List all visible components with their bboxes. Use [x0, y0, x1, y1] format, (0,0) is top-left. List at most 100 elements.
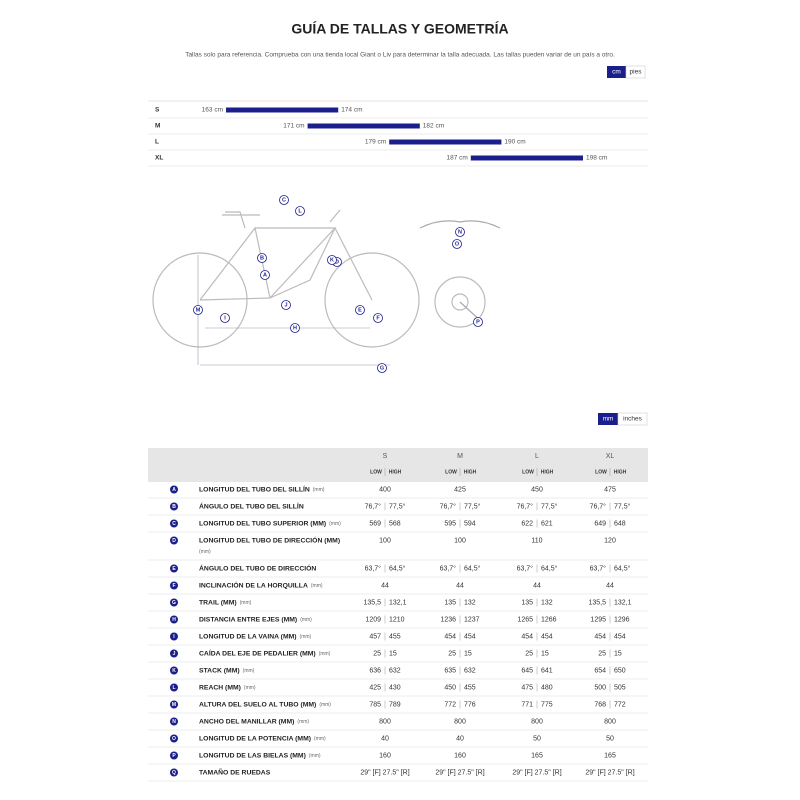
- row-unit: (mm): [300, 617, 312, 623]
- size-column: S: [383, 453, 388, 460]
- cell-high: 505: [614, 684, 626, 691]
- row-unit: (mm): [313, 487, 325, 493]
- row-name: LONGITUD DEL TUBO DEL SILLÍN: [199, 484, 310, 493]
- low-label: LOW: [370, 469, 382, 475]
- cell-low: 500: [594, 684, 606, 691]
- cell-high: 455: [464, 684, 476, 691]
- row-unit: (mm): [311, 583, 323, 589]
- cell-high: 594: [464, 520, 476, 527]
- cell: 425: [454, 486, 466, 493]
- cell-low: 569: [369, 520, 381, 527]
- unit-option[interactable]: mm: [603, 416, 614, 423]
- row-letter: G: [172, 600, 176, 606]
- row-name: CAÍDA DEL EJE DE PEDALIER (MM): [199, 648, 316, 657]
- cell: 50: [606, 735, 614, 742]
- cell: 160: [454, 752, 466, 759]
- unit-option[interactable]: cm: [612, 69, 621, 76]
- cell-high: 430: [389, 684, 401, 691]
- cell-high: 15: [464, 650, 472, 657]
- diagram-letter: D: [335, 259, 339, 265]
- cell: 29" [F] 27.5" [R]: [360, 769, 409, 776]
- cell: 44: [381, 582, 389, 589]
- diagram-letter: K: [330, 257, 334, 263]
- size-column: XL: [606, 453, 615, 460]
- diagram-marker: [260, 270, 270, 280]
- cell-low: 649: [594, 520, 606, 527]
- cell-low: 1236: [440, 616, 456, 623]
- cell: 100: [454, 537, 466, 544]
- cell: 450: [531, 486, 543, 493]
- size-range-bar: [470, 155, 583, 161]
- unit-option[interactable]: pies: [630, 69, 643, 76]
- cell: 29" [F] 27.5" [R]: [435, 769, 484, 776]
- row-badge: [170, 734, 178, 743]
- cell-low: 76,7°: [365, 502, 382, 510]
- unit-toggle-active[interactable]: [598, 413, 618, 425]
- cell-high: 15: [614, 650, 622, 657]
- cell-high: 77,5°: [614, 502, 631, 510]
- cell: 40: [456, 735, 464, 742]
- row-letter: O: [172, 736, 176, 742]
- cell-high: 15: [541, 650, 549, 657]
- cell: 44: [533, 582, 541, 589]
- cell-high: 772: [614, 701, 626, 708]
- unit-toggle-inactive[interactable]: [625, 65, 646, 79]
- unit-toggle-inactive[interactable]: [617, 412, 648, 426]
- diagram-marker: [355, 305, 365, 315]
- high-label: HIGH: [389, 469, 402, 475]
- cell-low: 654: [594, 667, 606, 674]
- cell-high: 568: [389, 520, 401, 527]
- row-badge: [170, 581, 178, 590]
- row-name: INCLINACIÓN DE LA HORQUILLA: [199, 580, 308, 589]
- size-min: 187 cm: [446, 155, 467, 162]
- size-label: M: [155, 123, 160, 130]
- cell-high: 64,5°: [389, 564, 406, 572]
- cell-high: 64,5°: [541, 564, 558, 572]
- cell-low: 63,7°: [590, 564, 607, 572]
- size-column: L: [535, 453, 539, 460]
- row-name: ÁNGULO DEL TUBO DE DIRECCIÓN: [199, 563, 316, 572]
- cell-low: 622: [521, 520, 533, 527]
- row-letter: J: [173, 651, 176, 657]
- row-unit: (mm): [297, 719, 309, 725]
- diagram-letter: G: [380, 365, 384, 371]
- cell-high: 789: [389, 701, 401, 708]
- row-badge: [170, 666, 178, 675]
- row-badge: [170, 519, 178, 528]
- cell-low: 25: [373, 650, 381, 657]
- size-min: 171 cm: [283, 123, 304, 130]
- diagram-marker: [220, 313, 230, 323]
- row-unit: (mm): [309, 753, 321, 759]
- size-max: 174 cm: [341, 107, 362, 114]
- diagram-letter: J: [284, 302, 287, 308]
- diagram-letter: N: [458, 229, 462, 235]
- row-badge: [170, 649, 178, 658]
- cell-low: 1209: [365, 616, 381, 623]
- cell-high: 454: [614, 633, 626, 640]
- cell-low: 454: [521, 633, 533, 640]
- low-label: LOW: [595, 469, 607, 475]
- size-max: 182 cm: [423, 123, 444, 130]
- cell-high: 132,1: [614, 599, 632, 606]
- row-letter: I: [173, 634, 175, 640]
- row-badge: [170, 485, 178, 494]
- row-letter: N: [172, 719, 176, 725]
- row-letter: H: [172, 617, 176, 623]
- unit-toggle-active[interactable]: [607, 66, 626, 78]
- diagram-letter: O: [455, 241, 460, 247]
- cell-low: 771: [521, 701, 533, 708]
- table-header-bg: [148, 448, 648, 482]
- diagram-letter: P: [476, 319, 480, 325]
- row-unit: (mm): [243, 668, 255, 674]
- cell-high: 621: [541, 520, 553, 527]
- row-unit: (mm): [199, 549, 211, 555]
- unit-option[interactable]: inches: [623, 416, 643, 423]
- cell-high: 77,5°: [389, 502, 406, 510]
- row-name: DISTANCIA ENTRE EJES (MM): [199, 616, 297, 623]
- row-unit: (mm): [300, 634, 312, 640]
- size-label: L: [155, 139, 159, 146]
- row-name: TAMAÑO DE RUEDAS: [199, 767, 271, 776]
- diagram-marker: [455, 227, 465, 237]
- cell: 165: [604, 752, 616, 759]
